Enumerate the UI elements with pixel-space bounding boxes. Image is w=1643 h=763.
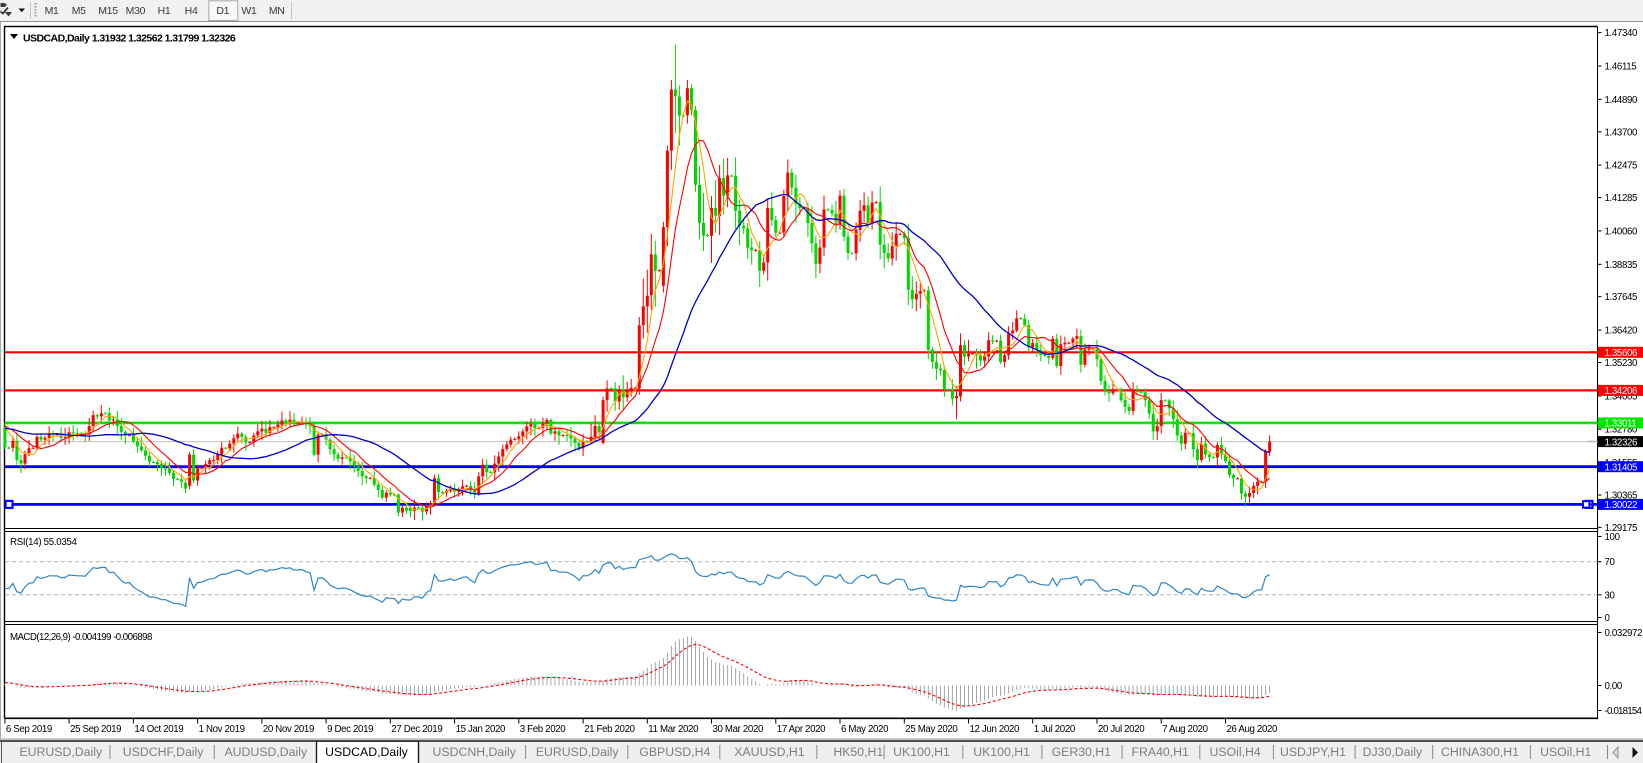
svg-text:1.40060: 1.40060 (1605, 226, 1639, 237)
svg-text:1.34206: 1.34206 (1605, 386, 1638, 397)
svg-text:27 Dec 2019: 27 Dec 2019 (391, 724, 442, 735)
svg-text:20 Jul 2020: 20 Jul 2020 (1098, 724, 1145, 735)
svg-text:USDCHF,Daily: USDCHF,Daily (123, 745, 204, 759)
svg-text:1.31405: 1.31405 (1605, 463, 1638, 474)
svg-text:1.41285: 1.41285 (1605, 193, 1638, 204)
svg-text:USDCAD,Daily 1.31932 1.32562: USDCAD,Daily 1.31932 1.32562 1.31799 1.3… (23, 33, 236, 45)
svg-text:DJ30,Daily: DJ30,Daily (1363, 745, 1423, 759)
svg-text:3 Feb 2020: 3 Feb 2020 (520, 724, 566, 735)
svg-text:25 May 2020: 25 May 2020 (905, 724, 958, 735)
svg-text:1.43700: 1.43700 (1605, 127, 1639, 138)
svg-text:XAUUSD,H1: XAUUSD,H1 (734, 745, 805, 759)
svg-text:EURUSD,Daily: EURUSD,Daily (536, 745, 620, 759)
svg-text:UK100,H1: UK100,H1 (973, 745, 1030, 759)
svg-text:USDCAD,Daily: USDCAD,Daily (325, 745, 409, 759)
svg-text:1.30365: 1.30365 (1605, 491, 1638, 502)
svg-text:1.42475: 1.42475 (1605, 161, 1638, 172)
svg-text:1.30022: 1.30022 (1605, 500, 1638, 511)
svg-text:1.44890: 1.44890 (1605, 95, 1639, 106)
svg-text:AUDUSD,Daily: AUDUSD,Daily (224, 745, 308, 759)
svg-text:17 Apr 2020: 17 Apr 2020 (777, 724, 826, 735)
svg-text:11 Mar 2020: 11 Mar 2020 (648, 724, 699, 735)
svg-text:1 Jul 2020: 1 Jul 2020 (1034, 724, 1076, 735)
svg-text:M15: M15 (98, 5, 118, 17)
svg-text:M5: M5 (72, 5, 86, 17)
svg-text:1.37645: 1.37645 (1605, 292, 1638, 303)
svg-text:30 Mar 2020: 30 Mar 2020 (713, 724, 765, 735)
svg-text:GER30,H1: GER30,H1 (1052, 745, 1112, 759)
svg-text:1.33011: 1.33011 (1605, 419, 1637, 430)
svg-text:21 Feb 2020: 21 Feb 2020 (584, 724, 636, 735)
svg-text:M30: M30 (126, 5, 146, 17)
svg-text:30: 30 (1605, 590, 1616, 601)
svg-text:12 Jun 2020: 12 Jun 2020 (970, 724, 1020, 735)
svg-text:1.29175: 1.29175 (1605, 523, 1638, 534)
svg-text:1.34005: 1.34005 (1605, 391, 1638, 402)
svg-text:1.36420: 1.36420 (1605, 326, 1639, 337)
svg-text:9 Dec 2019: 9 Dec 2019 (327, 724, 373, 735)
svg-text:USOil,H1: USOil,H1 (1540, 745, 1591, 759)
svg-text:1.47340: 1.47340 (1605, 28, 1639, 39)
svg-text:1 Nov 2019: 1 Nov 2019 (199, 724, 245, 735)
svg-text:W1: W1 (241, 5, 257, 17)
svg-text:0.00: 0.00 (1605, 681, 1623, 692)
svg-text:H4: H4 (185, 5, 198, 17)
svg-text:HK50,H1: HK50,H1 (833, 745, 883, 759)
svg-text:CHINA300,H1: CHINA300,H1 (1441, 745, 1519, 759)
svg-text:1.35606: 1.35606 (1605, 348, 1638, 359)
svg-text:25 Sep 2019: 25 Sep 2019 (70, 724, 121, 735)
svg-text:D1: D1 (216, 5, 229, 17)
svg-text:6 May 2020: 6 May 2020 (841, 724, 889, 735)
svg-text:RSI(14) 55.0354: RSI(14) 55.0354 (10, 537, 77, 548)
svg-text:14 Oct 2019: 14 Oct 2019 (134, 724, 183, 735)
svg-text:USDJPY,H1: USDJPY,H1 (1280, 745, 1346, 759)
svg-text:0.032972: 0.032972 (1605, 628, 1643, 639)
svg-text:USDCNH,Daily: USDCNH,Daily (433, 745, 517, 759)
svg-text:70: 70 (1605, 557, 1616, 568)
svg-text:100: 100 (1605, 532, 1621, 543)
svg-text:GBPUSD,H4: GBPUSD,H4 (639, 745, 710, 759)
svg-text:15 Jan 2020: 15 Jan 2020 (456, 724, 506, 735)
svg-text:H1: H1 (158, 5, 171, 17)
svg-text:6 Sep 2019: 6 Sep 2019 (6, 724, 52, 735)
svg-text:1.38835: 1.38835 (1605, 260, 1638, 271)
svg-text:7 Aug 2020: 7 Aug 2020 (1162, 724, 1208, 735)
svg-text:1.32780: 1.32780 (1605, 425, 1639, 436)
svg-text:-0.018154: -0.018154 (1605, 706, 1643, 717)
svg-text:EURUSD,Daily: EURUSD,Daily (19, 745, 103, 759)
svg-text:1.35230: 1.35230 (1605, 358, 1639, 369)
svg-text:1.46115: 1.46115 (1605, 62, 1637, 73)
svg-text:MN: MN (269, 5, 285, 17)
svg-text:FRA40,H1: FRA40,H1 (1131, 745, 1189, 759)
svg-text:MACD(12,26,9) -0.004199 -0.006: MACD(12,26,9) -0.004199 -0.006898 (10, 632, 152, 643)
svg-text:M1: M1 (45, 5, 59, 17)
svg-text:26 Aug 2020: 26 Aug 2020 (1227, 724, 1279, 735)
svg-text:1.32326: 1.32326 (1605, 437, 1638, 448)
svg-text:0: 0 (1605, 613, 1611, 624)
svg-text:20 Nov 2019: 20 Nov 2019 (263, 724, 314, 735)
svg-text:USOil,H4: USOil,H4 (1209, 745, 1260, 759)
svg-text:UK100,H1: UK100,H1 (893, 745, 950, 759)
